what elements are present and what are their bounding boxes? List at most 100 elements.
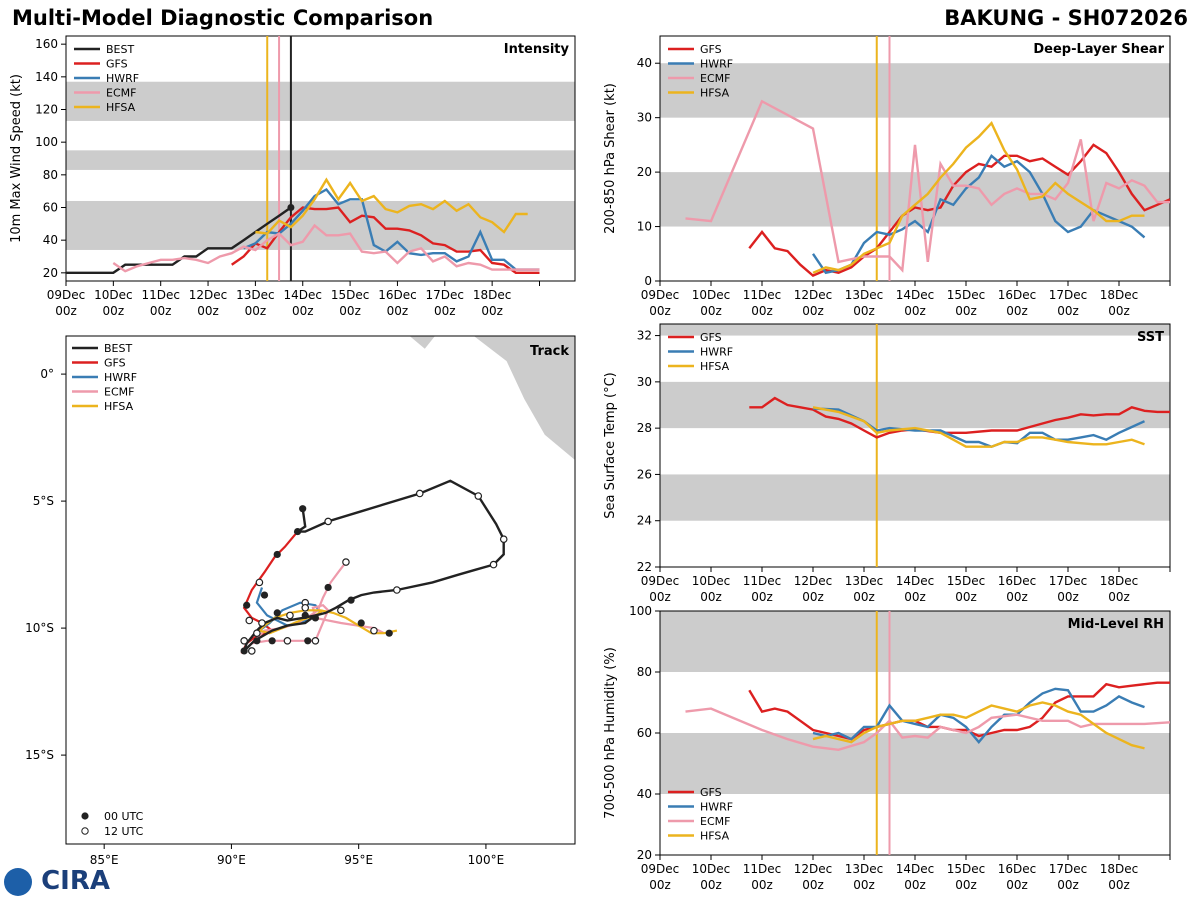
best-00utc-marker [301, 611, 309, 620]
x-tick-label-hour: 00z [1108, 878, 1130, 892]
legend-label: HWRF [700, 346, 733, 359]
x-tick-label-day: 09Dec [641, 574, 680, 588]
panel-title: Intensity [504, 42, 570, 57]
threshold-band [660, 733, 1170, 794]
y-tick-label: 28 [637, 421, 652, 435]
x-tick-label-hour: 00z [751, 590, 773, 604]
x-tick-label-hour: 00z [197, 304, 219, 318]
x-tick-label-hour: 00z [751, 878, 773, 892]
x-tick-label-hour: 00z [955, 878, 977, 892]
marker-legend: 00 UTC 12 UTC [81, 810, 144, 838]
best-00utc-marker [273, 609, 281, 617]
series-line-gfs [748, 681, 1170, 741]
y-tick-label: 100 [629, 604, 652, 618]
x-tick-label-day: 09Dec [641, 288, 680, 302]
x-tick-label-day: 15Dec [331, 288, 370, 302]
best-00utc-marker [304, 637, 312, 645]
y-tick-label: 40 [637, 787, 652, 801]
best-12utc-marker [240, 636, 248, 645]
x-tick-label-day: 12Dec [189, 288, 228, 302]
x-tick-label-day: 12Dec [794, 862, 833, 876]
legend-label: HWRF [104, 371, 137, 384]
best-latest-marker [287, 204, 295, 211]
x-tick-label: 90°E [217, 853, 246, 867]
x-tick-label-day: 12Dec [794, 288, 833, 302]
best-00utc-marker [357, 619, 365, 627]
x-tick-label-hour: 00z [649, 304, 671, 318]
x-tick-label-hour: 00z [1108, 304, 1130, 318]
x-tick-label-hour: 00z [853, 878, 875, 892]
best-00utc-marker [243, 601, 251, 609]
x-tick-label: 85°E [90, 853, 119, 867]
series-line-hfsa [812, 701, 1145, 750]
series-line-ecmf [685, 707, 1170, 752]
y-tick-label: 120 [35, 103, 58, 117]
series-line-gfs [231, 206, 540, 274]
x-tick-label-day: 18Dec [1100, 574, 1139, 588]
series-line-hfsa [812, 406, 1145, 448]
x-tick-label-day: 11Dec [743, 574, 782, 588]
x-tick-label-hour: 00z [649, 878, 671, 892]
x-tick-label-day: 16Dec [998, 574, 1037, 588]
y-tick-label: 15°S [25, 748, 54, 762]
x-tick-label-hour: 00z [55, 304, 77, 318]
x-tick-label-day: 15Dec [947, 862, 986, 876]
noaa-emblem-icon [4, 867, 32, 896]
legend-label: GFS [104, 357, 126, 370]
legend-label: HFSA [104, 400, 134, 413]
x-tick-label-hour: 00z [802, 590, 824, 604]
y-tick-label: 80 [43, 168, 58, 182]
cira-logo: CIRA [4, 866, 110, 896]
best-12utc-marker [415, 489, 424, 498]
x-tick-label-day: 11Dec [743, 288, 782, 302]
x-tick-label-day: 09Dec [47, 288, 86, 302]
best-00utc-marker [260, 591, 269, 599]
axes-frame [65, 35, 576, 282]
panel-shear: 0 10 20 30 40 09Dec 00z 10Dec 00z 11Dec 00z 12Dec 00… [603, 35, 1171, 318]
y-axis-label: Sea Surface Temp (°C) [603, 372, 618, 519]
panel-rh: 20 40 60 80 100 09Dec 00z 10Dec 00z 11Dec 00z 12Dec… [603, 604, 1171, 892]
best-12utc-marker [283, 636, 292, 645]
threshold-band [660, 474, 1170, 521]
y-tick-label: 5°S [33, 494, 54, 508]
legend-label: HFSA [106, 101, 136, 114]
best-00utc-marker [273, 550, 281, 559]
x-tick-label-day: 15Dec [947, 288, 986, 302]
logo-text: CIRA [41, 866, 110, 896]
series-line-ecmf [112, 223, 540, 273]
legend-label: HWRF [700, 58, 733, 71]
series-line-hwrf [812, 687, 1145, 744]
legend-12utc-marker [81, 827, 89, 835]
x-tick-label-hour: 00z [649, 590, 671, 604]
x-tick-label-hour: 00z [1057, 878, 1079, 892]
x-tick-label-hour: 00z [481, 304, 503, 318]
series-line-gfs [749, 396, 1170, 439]
best-12utc-marker [337, 606, 345, 615]
x-tick-label-day: 10Dec [94, 288, 133, 302]
x-tick-label-day: 18Dec [1100, 862, 1139, 876]
legend-label: ECMF [700, 815, 730, 828]
page-title: Multi-Model Diagnostic Comparison [12, 6, 434, 30]
x-tick-label-hour: 00z [853, 304, 875, 318]
x-tick-label-hour: 00z [434, 304, 456, 318]
legend-label: HFSA [700, 830, 730, 843]
legend-label: 12 UTC [104, 825, 144, 838]
best-12utc-marker [499, 535, 508, 544]
x-tick-label-hour: 00z [1006, 878, 1028, 892]
track-best [242, 479, 505, 652]
best-12utc-marker [311, 636, 320, 645]
island [409, 336, 435, 349]
panel-track: 85°E 90°E 95°E 100°E 0° 5°S 10°S 15°S Track BEST G… [25, 335, 576, 867]
x-tick-label-day: 14Dec [896, 574, 935, 588]
legend-label: ECMF [104, 386, 134, 399]
threshold-band [660, 381, 1170, 429]
x-tick-label-day: 10Dec [692, 574, 731, 588]
series-line-hfsa [812, 120, 1145, 274]
y-tick-label: 100 [35, 135, 58, 149]
x-tick-label-day: 12Dec [794, 574, 833, 588]
x-tick-label-hour: 00z [1057, 304, 1079, 318]
y-tick-label: 26 [637, 467, 652, 481]
